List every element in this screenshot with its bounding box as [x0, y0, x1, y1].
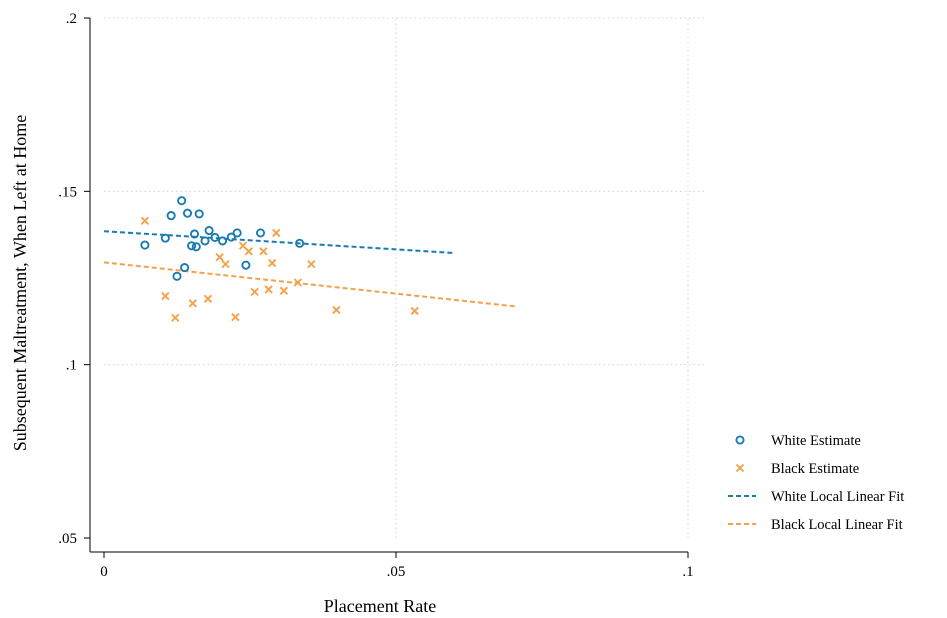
- white-estimate-point: [180, 263, 190, 273]
- black-estimate-point: [268, 258, 277, 268]
- white-estimate-point: [191, 242, 201, 252]
- y-tick-label: .05: [58, 531, 77, 547]
- legend-marker-white-estimate: [735, 435, 745, 445]
- black-estimate-point: [221, 259, 230, 269]
- black-estimate-point: [140, 216, 150, 225]
- white-estimate-point: [166, 211, 176, 221]
- black-estimate-point: [264, 285, 273, 294]
- white-estimate-point: [295, 238, 305, 248]
- white-estimate-point: [232, 228, 242, 238]
- axes: [84, 17, 689, 558]
- tick-labels: 0 .05 .1 .05 .1 .15 .2: [58, 11, 693, 580]
- legend-item-white-estimate: White Estimate: [735, 433, 861, 449]
- black-estimate-point: [272, 228, 281, 238]
- legend-label-black-estimate: Black Estimate: [771, 461, 859, 477]
- white-estimate-point: [140, 240, 150, 250]
- x-tick-label: .05: [387, 564, 406, 580]
- white-estimate-point: [177, 196, 187, 206]
- legend-item-black-fit: Black Local Linear Fit: [728, 517, 903, 533]
- white-estimate-point: [210, 232, 220, 242]
- legend-label-white-fit: White Local Linear Fit: [771, 489, 904, 505]
- black-estimate-point: [279, 286, 289, 295]
- fit-line-2: [103, 230, 455, 255]
- legend-marker-black-estimate: [735, 463, 745, 473]
- legend: White Estimate Black Estimate White Loca…: [728, 433, 904, 533]
- black-estimate-point: [231, 313, 240, 322]
- x-tick-label: .1: [682, 564, 693, 580]
- white-estimate-point: [255, 228, 266, 238]
- y-axis-title: Subsequent Maltreatment, When Left at Ho…: [10, 115, 30, 452]
- black-estimate-point: [215, 253, 224, 262]
- white-estimate-point: [241, 260, 251, 270]
- x-tick-label: 0: [100, 564, 108, 580]
- fit-line-3: [103, 261, 516, 308]
- black-estimate-point: [307, 259, 316, 269]
- black-estimate-point: [203, 294, 213, 303]
- black-estimate-point: [188, 299, 197, 308]
- x-axis-title: Placement Rate: [324, 596, 436, 616]
- black-estimate-point: [244, 247, 254, 256]
- legend-item-white-fit: White Local Linear Fit: [728, 489, 904, 505]
- white-estimate-point: [200, 236, 210, 246]
- white-estimate-point: [187, 241, 197, 251]
- white-estimate-point: [194, 209, 204, 219]
- white-estimate-point: [218, 236, 228, 246]
- black-estimate-point: [250, 287, 259, 297]
- black-estimate-point: [332, 305, 341, 315]
- white-estimate-point: [182, 208, 193, 218]
- white-estimate-point: [172, 271, 182, 281]
- black-estimate-point: [259, 247, 268, 256]
- black-estimate-point: [161, 291, 170, 301]
- y-tick-label: .15: [58, 184, 77, 200]
- black-estimate-point: [171, 313, 180, 323]
- data-points: [140, 196, 419, 323]
- white-estimate-point: [189, 229, 200, 239]
- gridlines: [104, 17, 704, 538]
- legend-item-black-estimate: Black Estimate: [735, 461, 859, 477]
- white-estimate-point: [160, 233, 170, 243]
- legend-label-black-fit: Black Local Linear Fit: [771, 517, 903, 533]
- black-estimate-point: [410, 306, 419, 316]
- white-estimate-point: [204, 225, 214, 236]
- legend-label-white-estimate: White Estimate: [771, 433, 861, 449]
- y-tick-label: .2: [66, 11, 77, 27]
- black-estimate-point: [293, 278, 303, 287]
- y-tick-label: .1: [66, 358, 77, 374]
- white-estimate-point: [226, 232, 236, 242]
